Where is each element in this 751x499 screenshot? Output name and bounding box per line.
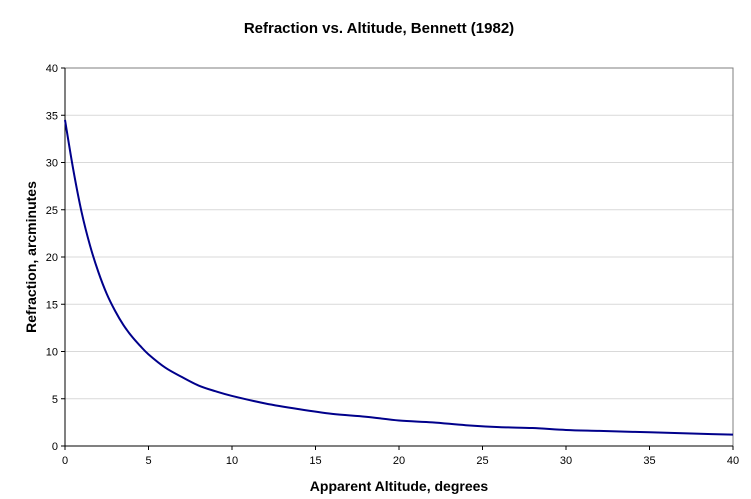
- refraction-series-line: [64, 119, 734, 436]
- x-tick-label: 40: [727, 455, 739, 467]
- x-axis-label: Apparent Altitude, degrees: [310, 478, 489, 494]
- x-tick-label: 15: [309, 455, 321, 467]
- x-tick-label: 0: [62, 455, 68, 467]
- y-tick-label: 40: [46, 63, 58, 75]
- y-tick-label: 25: [46, 205, 58, 217]
- x-tick-label: 30: [560, 455, 572, 467]
- tick-labels: 0 5 10 15 20 25 30 35 40 0 5 10 15 20 25 30 35 40: [46, 63, 739, 467]
- y-tick-label: 30: [46, 158, 58, 170]
- gridlines: [65, 67, 733, 400]
- axes: [61, 67, 734, 450]
- y-tick-label: 35: [46, 110, 58, 122]
- y-tick-label: 10: [46, 347, 58, 359]
- y-axis-label: Refraction, arcminutes: [23, 181, 39, 333]
- x-tick-label: 35: [643, 455, 655, 467]
- y-tick-label: 0: [52, 441, 58, 453]
- x-tick-label: 25: [476, 455, 488, 467]
- x-tick-label: 5: [145, 455, 151, 467]
- x-tick-label: 20: [393, 455, 405, 467]
- y-tick-label: 20: [46, 252, 58, 264]
- x-tick-label: 10: [226, 455, 238, 467]
- series-layer: [64, 119, 734, 436]
- y-tick-label: 15: [46, 299, 58, 311]
- y-tick-label: 5: [52, 394, 58, 406]
- chart-title: Refraction vs. Altitude, Bennett (1982): [244, 20, 514, 37]
